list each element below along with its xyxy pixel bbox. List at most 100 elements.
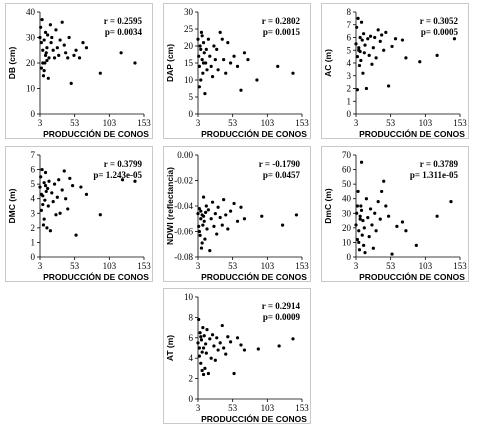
data-point [197, 346, 201, 350]
data-point [355, 88, 359, 92]
data-point [355, 25, 359, 29]
y-tick-label: 2 [31, 223, 36, 233]
data-point [48, 23, 53, 27]
data-point [40, 18, 44, 22]
data-point [54, 28, 58, 32]
x-axis-title: PRODUCCIÓN DE CONOS [43, 128, 149, 139]
y-tick-label: 4 [189, 353, 194, 363]
data-point [198, 331, 202, 335]
panel-dmc: 0 1 2 3 4 5 6 7 3 53 103 153 PRODUCCIÓN DE CONOS DMC … [5, 146, 153, 282]
stat-p-label: p= 0.0009 [263, 312, 301, 322]
x-tick-label: 53 [228, 118, 238, 128]
data-point [57, 53, 61, 57]
y-tick-label: 0 [31, 252, 36, 262]
data-point [72, 53, 76, 57]
y-tick-label: 0 [347, 109, 352, 119]
y-tick-label: -0.04 [174, 201, 193, 211]
data-point [232, 54, 236, 58]
data-point [46, 33, 50, 37]
data-point [69, 81, 73, 85]
data-point [42, 38, 46, 42]
data-point [242, 348, 247, 352]
data-point [206, 371, 210, 376]
data-point [208, 249, 212, 253]
data-point [376, 200, 380, 204]
data-point [213, 212, 217, 216]
x-tick-label: 103 [103, 118, 117, 128]
data-point [220, 37, 224, 41]
panel-at: 0 2 4 6 8 10 3 53 103 153 PRODUCCIÓN DE CONOS AT (m… [163, 288, 311, 424]
data-point [201, 346, 206, 350]
y-tick-label: 10 [26, 84, 36, 94]
data-point [39, 192, 43, 196]
data-point [358, 35, 362, 40]
data-point [216, 205, 220, 209]
data-point [67, 35, 71, 40]
data-point [46, 76, 50, 80]
stat-r-label: r = 0.2595 [104, 16, 143, 26]
data-point [45, 58, 49, 63]
x-tick-label: 3 [38, 261, 43, 271]
data-point [204, 204, 208, 208]
data-point [84, 46, 89, 50]
data-point [355, 237, 359, 242]
data-point [201, 214, 206, 218]
data-point [355, 211, 359, 215]
data-point [400, 38, 405, 42]
data-point [199, 47, 203, 52]
y-tick-label: 1 [347, 96, 352, 106]
y-tick-label: 0 [31, 109, 36, 119]
y-tick-label: 6 [189, 333, 194, 343]
data-point [66, 207, 70, 211]
stat-r-label: r = 0.2914 [262, 301, 301, 311]
data-point [235, 64, 240, 68]
data-point [354, 223, 358, 227]
data-point [205, 328, 209, 332]
data-point [357, 240, 361, 245]
data-point [371, 46, 375, 50]
y-tick-label: 4 [347, 58, 352, 68]
data-point [226, 227, 230, 231]
data-point [376, 28, 380, 32]
data-point [200, 368, 204, 373]
data-point [68, 176, 72, 180]
x-tick-label: 153 [137, 261, 151, 271]
y-tick-label: 8 [189, 312, 194, 322]
stat-p-label: p= 1.311e-05 [410, 170, 459, 180]
data-point [205, 227, 209, 231]
data-point [50, 191, 54, 195]
data-point [55, 46, 59, 50]
data-point [380, 33, 384, 37]
y-tick-label: 30 [342, 208, 352, 218]
data-point [291, 337, 295, 341]
y-tick-label: 5 [347, 45, 352, 55]
data-point [47, 56, 51, 60]
data-point [39, 175, 43, 179]
data-point [43, 198, 47, 202]
data-point [45, 46, 49, 50]
data-point [208, 54, 212, 58]
stat-r-label: r = 0.3799 [104, 159, 143, 169]
stat-p-label: p= 1.243e-05 [93, 170, 142, 180]
data-point [205, 68, 209, 72]
data-point [57, 178, 61, 182]
data-point [199, 246, 204, 250]
stat-p-label: p= 0.0005 [421, 27, 459, 37]
data-point [363, 43, 367, 47]
data-point [208, 337, 212, 341]
data-point [41, 61, 45, 65]
data-point [418, 60, 422, 64]
data-point [204, 47, 208, 52]
data-point [46, 186, 50, 191]
data-point [62, 43, 66, 47]
x-axis-title: PRODUCCIÓN DE CONOS [359, 128, 465, 139]
y-tick-label: 4 [31, 194, 36, 204]
data-point [199, 30, 204, 34]
x-tick-label: 3 [38, 118, 43, 128]
data-point [52, 182, 57, 186]
data-point [39, 208, 43, 212]
data-point [255, 78, 259, 82]
data-point [435, 214, 439, 218]
data-point [366, 37, 370, 41]
